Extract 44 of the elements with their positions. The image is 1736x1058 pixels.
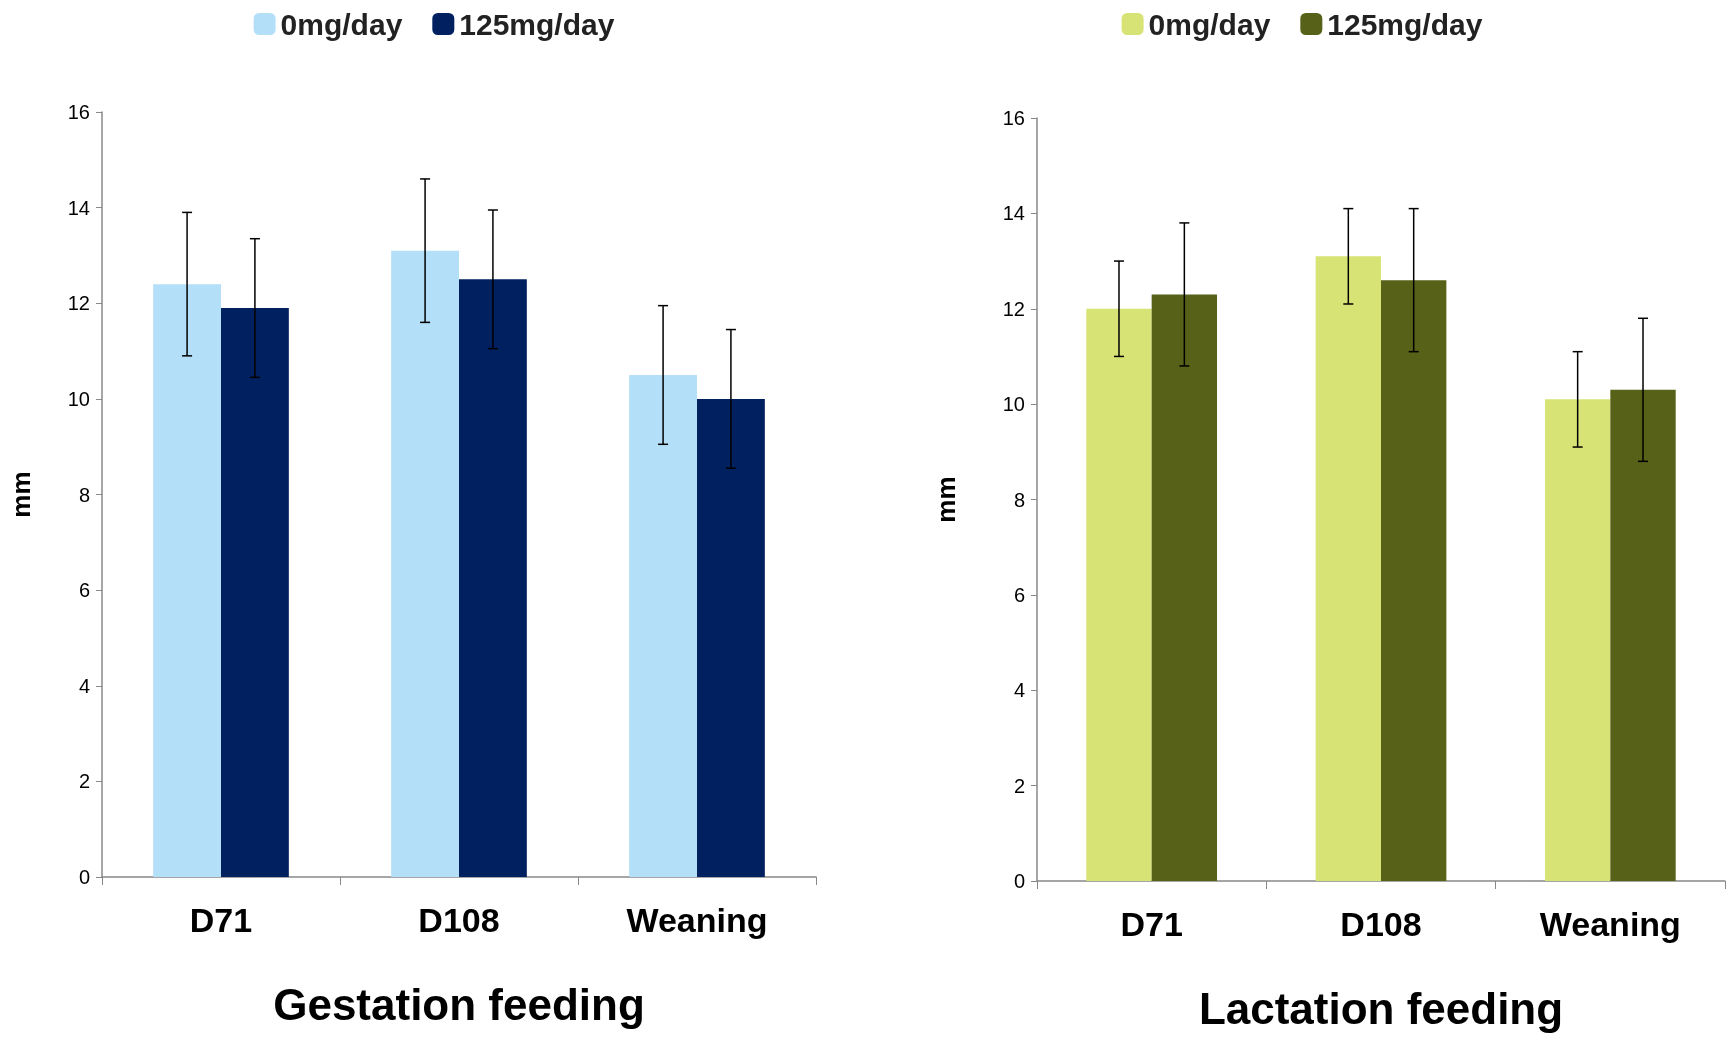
y-tick-label: 2 bbox=[1013, 774, 1025, 797]
y-tick-label: 16 bbox=[1002, 107, 1025, 129]
y-tick-label: 10 bbox=[1002, 393, 1025, 416]
bar bbox=[153, 284, 221, 877]
bar bbox=[1381, 280, 1447, 881]
legend-label: 125mg/day bbox=[1327, 7, 1483, 41]
bar bbox=[221, 308, 289, 877]
y-tick-label: 12 bbox=[1002, 297, 1025, 320]
x-tick-label: D71 bbox=[1120, 905, 1183, 943]
y-tick-label: 8 bbox=[1013, 488, 1025, 511]
bar bbox=[1086, 308, 1152, 881]
y-axis-title: mm bbox=[931, 476, 961, 523]
legend-label: 0mg/day bbox=[280, 7, 403, 41]
y-tick-label: 0 bbox=[1013, 870, 1025, 892]
bar bbox=[391, 250, 459, 877]
bar bbox=[697, 398, 765, 877]
bar bbox=[1610, 389, 1676, 881]
y-tick-label: 0 bbox=[78, 866, 90, 888]
x-tick-label: Weaning bbox=[626, 901, 768, 939]
x-axis-title: Lactation feeding bbox=[1198, 983, 1564, 1033]
legend-label: 125mg/day bbox=[459, 7, 615, 41]
y-tick-label: 2 bbox=[78, 770, 90, 793]
bar bbox=[1151, 294, 1218, 881]
y-tick-label: 12 bbox=[67, 292, 90, 315]
x-tick-label: D108 bbox=[418, 901, 500, 939]
bar bbox=[1544, 399, 1611, 881]
y-tick-label: 16 bbox=[67, 101, 90, 123]
y-tick-label: 4 bbox=[78, 674, 90, 697]
y-tick-label: 8 bbox=[78, 483, 90, 506]
x-tick-label: Weaning bbox=[1539, 905, 1681, 943]
x-tick-label: D108 bbox=[1340, 905, 1422, 943]
x-axis-title: Gestation feeding bbox=[273, 979, 645, 1029]
bar bbox=[459, 279, 527, 877]
x-tick-label: D71 bbox=[189, 901, 253, 939]
bar bbox=[629, 374, 697, 877]
y-axis-title: mm bbox=[6, 471, 36, 518]
legend-label: 0mg/day bbox=[1148, 7, 1271, 41]
y-tick-label: 6 bbox=[78, 579, 90, 602]
y-tick-label: 6 bbox=[1013, 583, 1025, 606]
y-tick-label: 14 bbox=[1002, 202, 1025, 225]
bar bbox=[1315, 256, 1381, 881]
y-tick-label: 10 bbox=[67, 387, 90, 410]
y-tick-label: 4 bbox=[1013, 679, 1025, 702]
y-tick-label: 14 bbox=[67, 196, 90, 219]
